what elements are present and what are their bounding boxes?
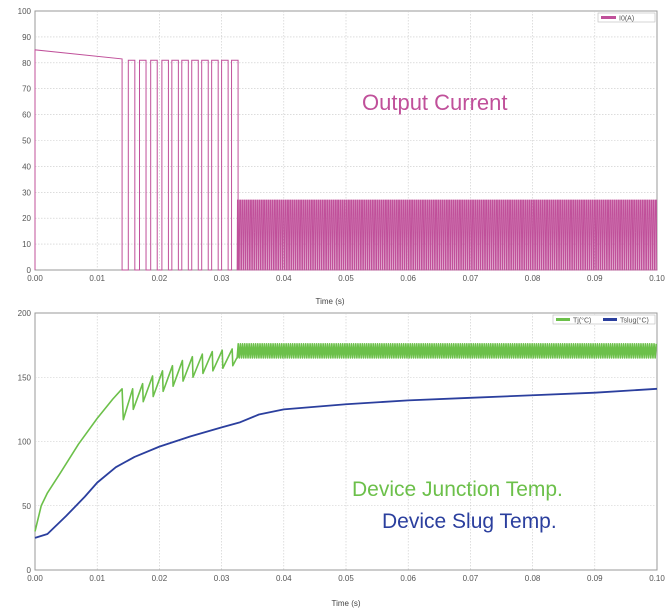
legend-swatch-slug-temp bbox=[603, 318, 617, 321]
x-tick-label: 0.03 bbox=[214, 274, 230, 283]
legend-label-junction-temp: Tj(°C) bbox=[573, 317, 591, 325]
y-tick-label: 80 bbox=[22, 59, 31, 68]
y-tick-label: 10 bbox=[22, 240, 31, 249]
x-tick-label: 0.05 bbox=[338, 574, 354, 583]
x-tick-label: 0.01 bbox=[89, 574, 105, 583]
x-tick-label: 0.07 bbox=[463, 574, 479, 583]
junction-temp-line bbox=[34, 343, 658, 532]
y-tick-label: 100 bbox=[18, 438, 32, 447]
y-tick-label: 30 bbox=[22, 188, 31, 197]
x-tick-label: 0.09 bbox=[587, 274, 603, 283]
annotation-junction-temp: Device Junction Temp. bbox=[352, 478, 563, 501]
x-tick-labels: 0.00 0.01 0.02 0.03 0.04 0.05 0.06 0.07 0.08 0.09… bbox=[27, 574, 665, 583]
y-tick-labels: 0 50 100 150 200 bbox=[18, 309, 32, 575]
legend: Tj(°C) Tslug(°C) bbox=[552, 314, 656, 325]
x-tick-label: 0.08 bbox=[525, 274, 541, 283]
y-tick-label: 20 bbox=[22, 214, 31, 223]
legend-swatch-junction-temp bbox=[556, 318, 570, 321]
x-tick-label: 0.06 bbox=[400, 574, 416, 583]
legend-swatch-output-current bbox=[601, 16, 616, 19]
x-tick-label: 0.05 bbox=[338, 274, 354, 283]
x-tick-label: 0.10 bbox=[649, 274, 665, 283]
x-tick-label: 0.01 bbox=[89, 274, 105, 283]
x-tick-label: 0.00 bbox=[27, 574, 43, 583]
y-tick-label: 150 bbox=[18, 373, 32, 382]
x-tick-label: 0.02 bbox=[152, 574, 168, 583]
y-tick-labels: 0 10 20 30 40 50 60 70 80 90 100 bbox=[18, 7, 32, 275]
x-tick-label: 0.00 bbox=[27, 274, 43, 283]
x-tick-label: 0.08 bbox=[525, 574, 541, 583]
y-tick-label: 0 bbox=[27, 566, 32, 575]
x-axis-title: Time (s) bbox=[331, 599, 360, 608]
x-axis-title: Time (s) bbox=[315, 297, 344, 306]
annotation-slug-temp: Device Slug Temp. bbox=[382, 510, 557, 533]
legend: I0(A) bbox=[597, 12, 656, 23]
y-tick-label: 90 bbox=[22, 33, 31, 42]
x-tick-label: 0.03 bbox=[214, 574, 230, 583]
x-tick-label: 0.02 bbox=[152, 274, 168, 283]
x-tick-label: 0.10 bbox=[649, 574, 665, 583]
y-tick-label: 40 bbox=[22, 162, 31, 171]
legend-label-output-current: I0(A) bbox=[619, 16, 634, 23]
y-tick-label: 50 bbox=[22, 137, 31, 146]
output-current-line bbox=[34, 49, 658, 271]
legend-box bbox=[597, 12, 656, 23]
y-tick-label: 60 bbox=[22, 111, 31, 120]
annotation-output-current: Output Current bbox=[362, 90, 508, 115]
x-tick-label: 0.07 bbox=[463, 274, 479, 283]
legend-label-slug-temp: Tslug(°C) bbox=[620, 317, 649, 325]
x-tick-label: 0.04 bbox=[276, 274, 292, 283]
x-tick-labels: 0.00 0.01 0.02 0.03 0.04 0.05 0.06 0.07 0.08 0.09… bbox=[27, 274, 665, 283]
slug-temp-line bbox=[34, 387, 658, 539]
x-tick-label: 0.04 bbox=[276, 574, 292, 583]
y-tick-label: 0 bbox=[27, 266, 32, 275]
y-tick-label: 50 bbox=[22, 502, 31, 511]
y-tick-label: 200 bbox=[18, 309, 32, 318]
x-tick-label: 0.06 bbox=[400, 274, 416, 283]
y-tick-label: 100 bbox=[18, 7, 32, 16]
y-tick-label: 70 bbox=[22, 85, 31, 94]
x-tick-label: 0.09 bbox=[587, 574, 603, 583]
